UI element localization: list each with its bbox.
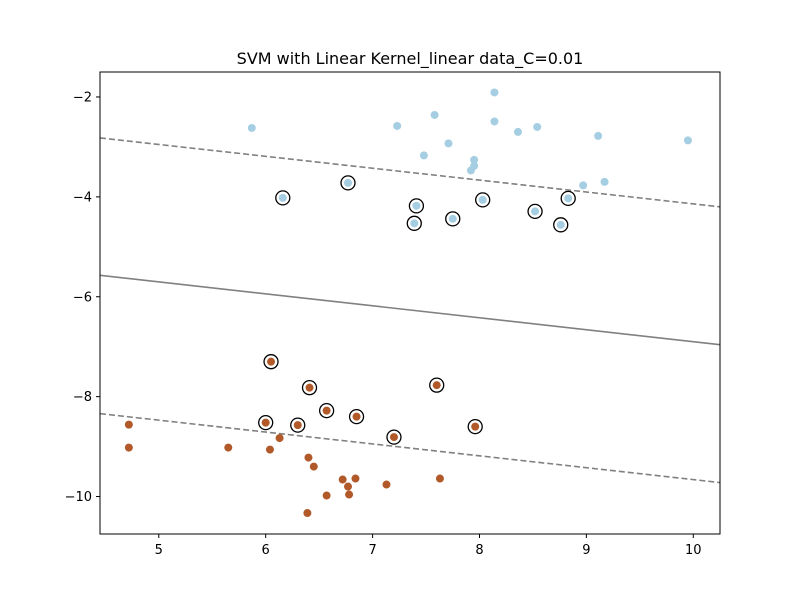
x-tick-label: 6	[262, 543, 270, 558]
x-tick-label: 7	[368, 543, 376, 558]
class_0-point	[393, 121, 402, 130]
margin-upper-line	[100, 137, 720, 208]
class_1-point	[265, 445, 274, 454]
support-vector-ring	[553, 217, 569, 233]
class_0-point	[531, 207, 540, 216]
support-vector-ring	[467, 418, 483, 435]
class_0-point	[478, 195, 487, 204]
class_1-point	[345, 490, 354, 499]
class_1-point	[344, 482, 352, 491]
class_1-point	[303, 509, 312, 518]
class_1-point	[275, 434, 284, 443]
class_1-point	[432, 381, 441, 390]
support-vector-ring	[406, 215, 422, 231]
class_0-point	[448, 214, 457, 223]
class_1-point	[322, 491, 331, 500]
y-axis: −2 −4 −6 −8 −10	[65, 90, 100, 505]
support-vector-ring	[290, 417, 306, 433]
class_0-point	[466, 166, 475, 175]
class_1-point	[267, 357, 276, 366]
class_0-point	[344, 178, 352, 187]
class_1-point	[352, 412, 361, 421]
support-vector-ring	[318, 402, 335, 419]
support-vector-ring	[527, 203, 543, 219]
class_1-point	[382, 480, 391, 489]
y-tick-label: −2	[73, 90, 92, 105]
x-tick-label: 10	[685, 543, 702, 558]
x-tick-label: 8	[475, 543, 483, 558]
class_0-point	[513, 127, 522, 136]
support-vector-ring	[263, 354, 279, 370]
support-vector-ring	[275, 190, 291, 206]
support-vector-ring	[408, 198, 425, 214]
support-vector-ring	[348, 408, 365, 425]
class_0-point	[444, 139, 453, 148]
x-tick-label: 5	[155, 543, 163, 558]
class_1-point	[471, 422, 480, 431]
class_0-point	[600, 177, 609, 186]
class_0-point	[556, 220, 565, 229]
class_1-point	[305, 383, 314, 392]
class_1-point	[309, 462, 318, 471]
support-vector-ring	[429, 377, 445, 393]
decision-boundary-line	[100, 274, 720, 346]
class_1-point	[124, 420, 133, 429]
class_0-point	[490, 117, 499, 126]
x-axis: 5 6 7 8 9 10	[155, 534, 702, 558]
class_0-point	[410, 219, 419, 228]
class_0-point	[579, 181, 588, 190]
margin-lower-line	[100, 412, 720, 484]
class_0-point	[533, 122, 542, 131]
y-tick-label: −6	[73, 290, 92, 305]
plot-area	[100, 88, 720, 518]
class_1-point	[124, 443, 133, 452]
support-vector-ring	[258, 414, 274, 431]
class_1-point	[304, 453, 313, 462]
y-tick-label: −8	[73, 390, 92, 405]
class_0-point	[430, 110, 439, 119]
class_1-point	[389, 433, 398, 442]
support-vector-ring	[386, 429, 402, 445]
class_0-point	[490, 88, 499, 97]
support-vector-ring	[445, 211, 461, 227]
support-vector-ring	[475, 192, 491, 208]
y-tick-label: −10	[65, 490, 92, 505]
support-vector-ring	[301, 380, 318, 396]
axes-frame	[99, 71, 721, 535]
class_0-point	[683, 136, 692, 145]
class_1-point	[293, 421, 302, 430]
chart-title: SVM with Linear Kernel_linear data_C=0.0…	[237, 49, 584, 69]
class_0-point	[594, 131, 603, 140]
support-vector-ring	[340, 175, 356, 191]
x-tick-label: 9	[582, 543, 590, 558]
class_1-point	[261, 418, 270, 427]
y-tick-label: −4	[73, 190, 92, 205]
class_0-point	[412, 201, 421, 210]
class_1-point	[351, 474, 360, 483]
class_0-point	[419, 151, 428, 160]
class_1-point	[224, 443, 233, 452]
class_1-point	[338, 475, 347, 484]
class_0-point	[278, 193, 287, 202]
class_0-point	[470, 155, 479, 164]
class_1-point	[435, 474, 444, 483]
class_0-point	[247, 123, 256, 132]
class_1-point	[322, 406, 331, 415]
class_0-point	[564, 194, 573, 203]
support-vector-ring	[560, 190, 576, 207]
